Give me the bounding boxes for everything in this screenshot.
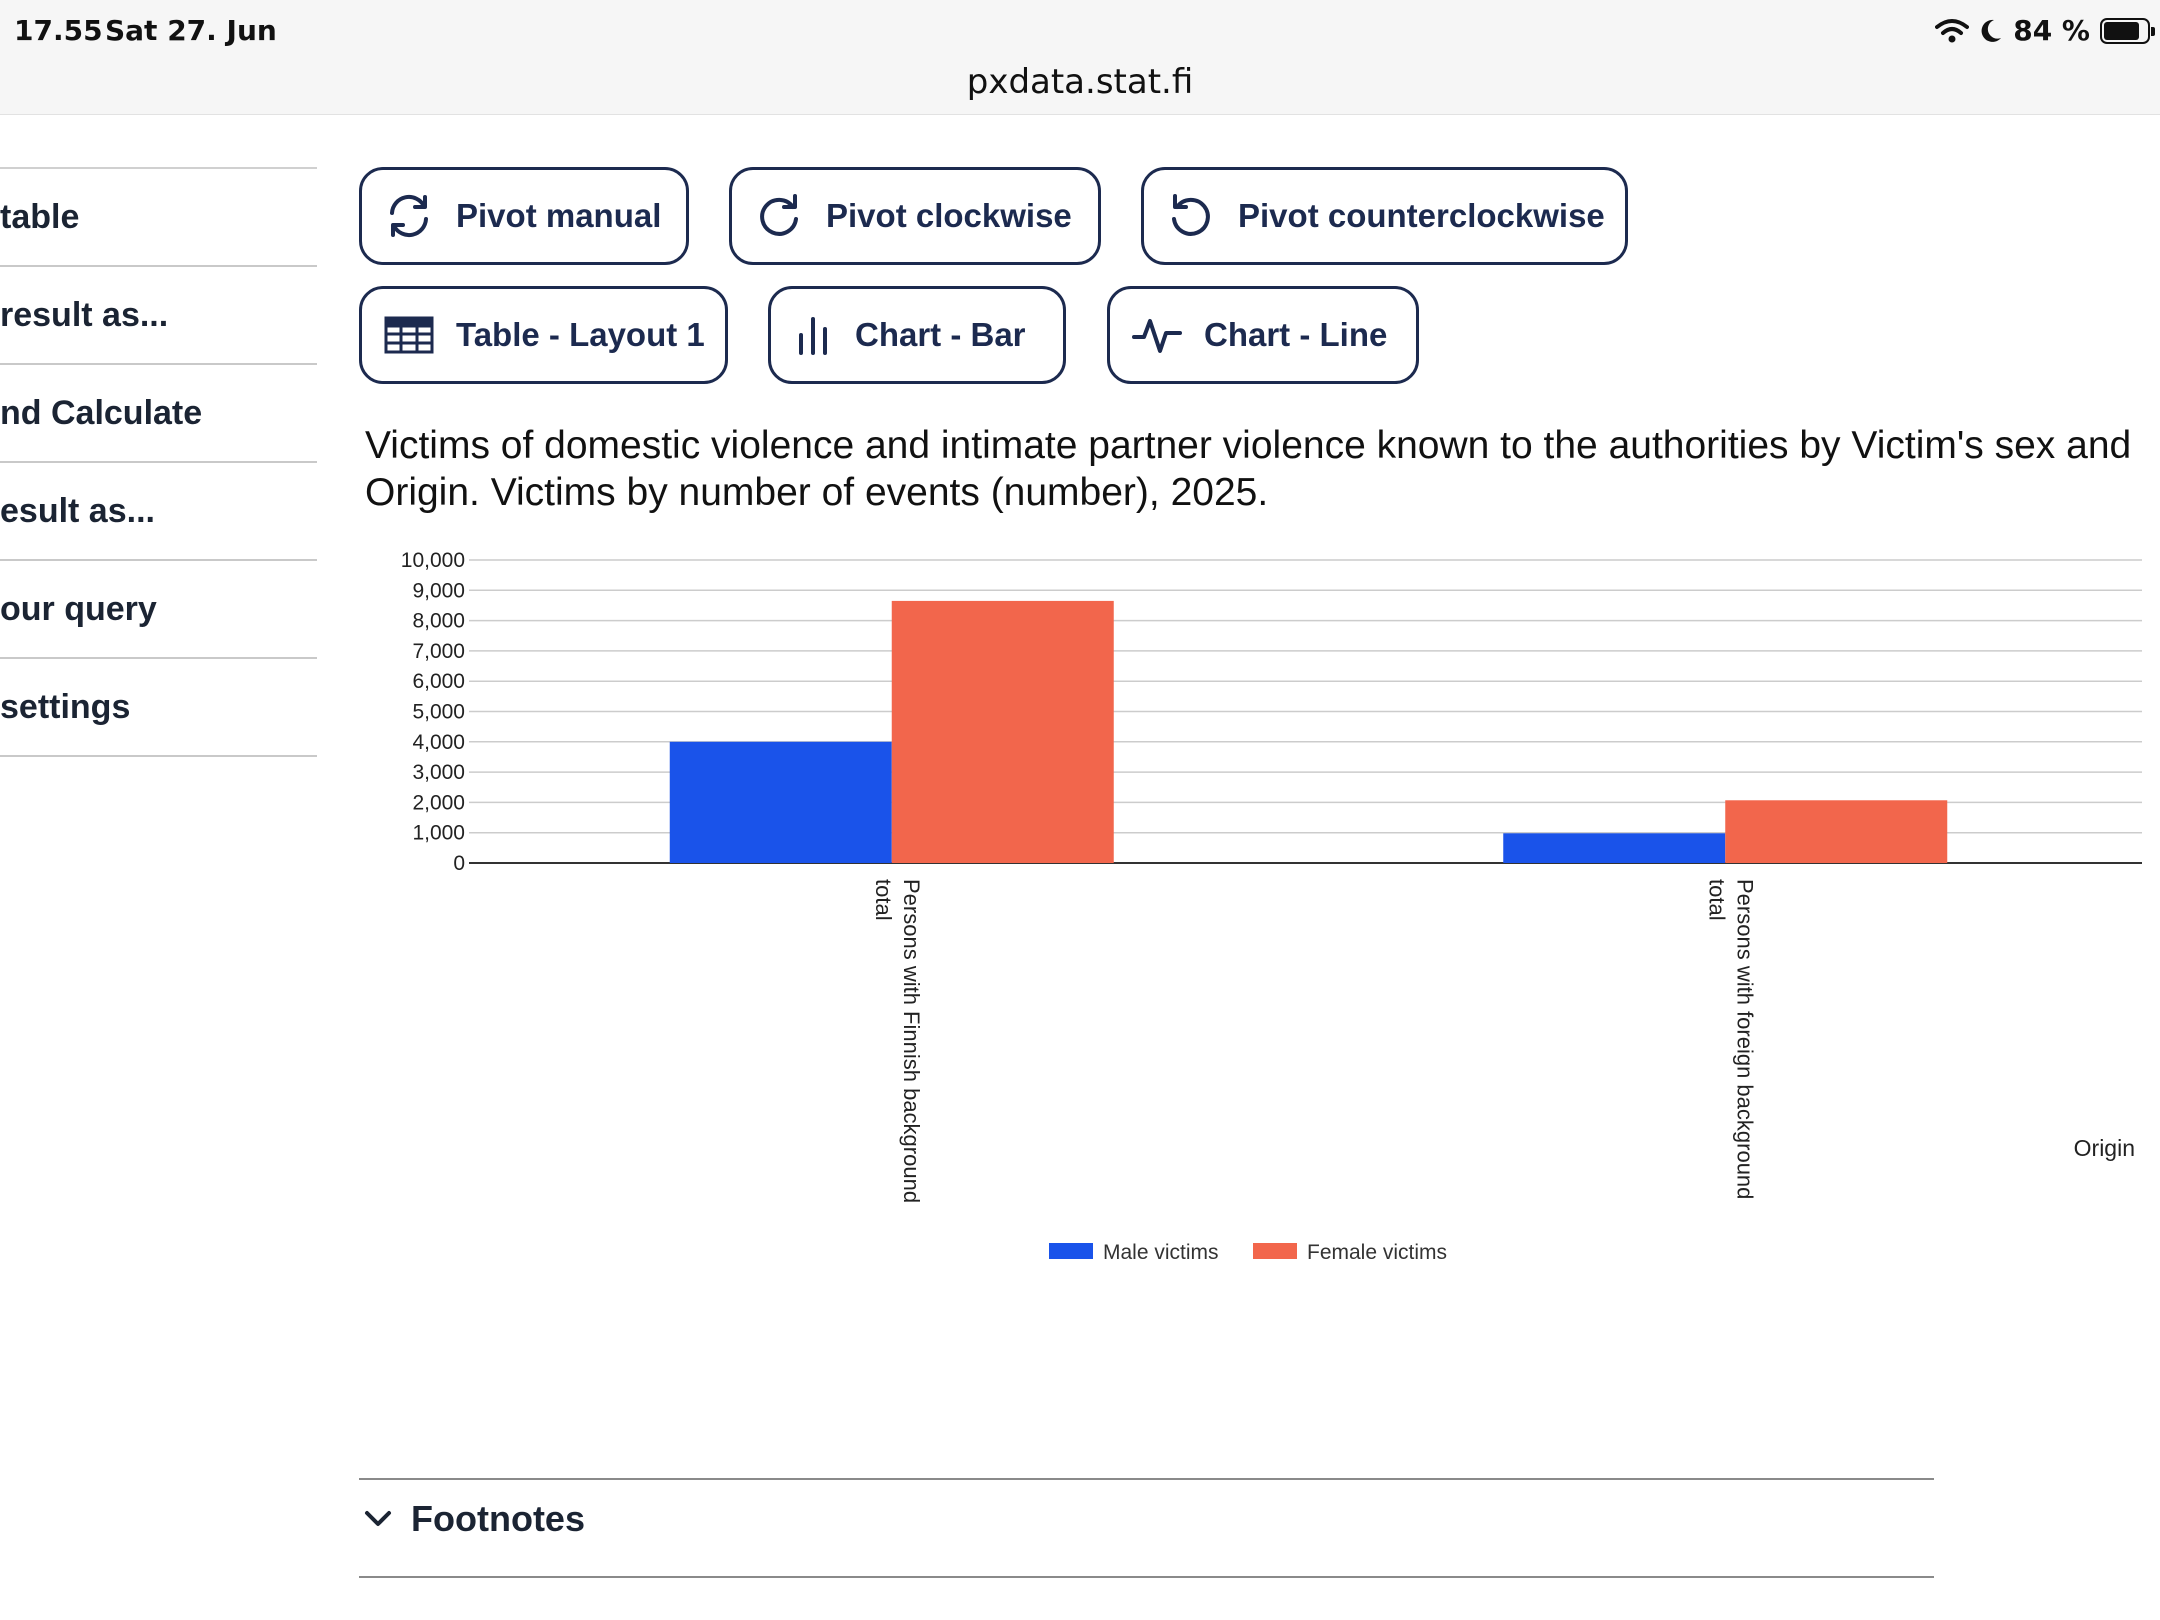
footnotes-label: Footnotes bbox=[411, 1498, 585, 1539]
battery-level bbox=[2104, 21, 2140, 40]
table-icon bbox=[384, 316, 434, 354]
rotate-counterclockwise-icon bbox=[1172, 194, 1210, 236]
y-tick-label: 5,000 bbox=[412, 701, 465, 724]
divider bbox=[359, 1478, 1934, 1480]
bar bbox=[1503, 833, 1726, 863]
refresh-icon bbox=[390, 195, 428, 237]
bar bbox=[1725, 800, 1948, 863]
table-layout-label: Table - Layout 1 bbox=[456, 316, 705, 353]
sidebar-item-calculate[interactable]: nd Calculate bbox=[0, 365, 317, 463]
pivot-clockwise-label: Pivot clockwise bbox=[826, 197, 1072, 234]
y-tick-label: 10,000 bbox=[401, 549, 465, 572]
divider bbox=[359, 1576, 1934, 1578]
bar bbox=[669, 741, 892, 863]
legend-label: Male victims bbox=[1103, 1241, 1219, 1264]
x-axis-label: Origin bbox=[2074, 1135, 2135, 1161]
sidebar-item-settings[interactable]: settings bbox=[0, 659, 317, 757]
x-tick-label: Persons with Finnish background bbox=[899, 879, 924, 1203]
y-tick-label: 4,000 bbox=[412, 731, 465, 754]
rotate-clockwise-icon bbox=[760, 194, 798, 236]
legend-label: Female victims bbox=[1307, 1241, 1447, 1264]
sidebar-item-label: settings bbox=[0, 687, 131, 726]
pivot-manual-button[interactable]: Pivot manual bbox=[359, 167, 689, 265]
footnotes-toggle[interactable]: Footnotes bbox=[363, 1498, 585, 1540]
status-date: Sat 27. Jun bbox=[105, 14, 277, 47]
sidebar-item-save-query[interactable]: our query bbox=[0, 561, 317, 659]
sidebar-item-save-result[interactable]: result as... bbox=[0, 267, 317, 365]
legend-swatch bbox=[1253, 1243, 1297, 1259]
chart-bar-label: Chart - Bar bbox=[855, 316, 1026, 353]
bar bbox=[891, 600, 1114, 863]
moon-icon bbox=[1981, 19, 2002, 42]
sidebar-item-label: table bbox=[0, 197, 80, 236]
battery-icon bbox=[2100, 17, 2155, 44]
sidebar-item-table[interactable]: table bbox=[0, 169, 317, 267]
battery-percent: 84 % bbox=[2013, 14, 2090, 47]
chevron-down-icon bbox=[365, 1511, 391, 1526]
chart-line-button[interactable]: Chart - Line bbox=[1107, 286, 1419, 384]
y-tick-label: 3,000 bbox=[412, 761, 465, 784]
chart-title: Victims of domestic violence and intimat… bbox=[365, 424, 2132, 514]
status-bar: 17.55 Sat 27. Jun 84 % pxdata.stat.fi bbox=[0, 0, 2160, 115]
address-bar-url[interactable]: pxdata.stat.fi bbox=[966, 62, 1194, 102]
chart-bar-button[interactable]: Chart - Bar bbox=[768, 286, 1066, 384]
sidebar-item-show-result[interactable]: esult as... bbox=[0, 463, 317, 561]
y-tick-label: 6,000 bbox=[412, 670, 465, 693]
legend-swatch bbox=[1049, 1243, 1093, 1259]
y-tick-label: 0 bbox=[453, 852, 465, 875]
pivot-counterclockwise-button[interactable]: Pivot counterclockwise bbox=[1141, 167, 1628, 265]
battery-tip bbox=[2151, 26, 2155, 36]
sidebar-item-label: our query bbox=[0, 589, 157, 628]
pivot-clockwise-button[interactable]: Pivot clockwise bbox=[729, 167, 1101, 265]
y-tick-label: 9,000 bbox=[412, 579, 465, 602]
sidebar-item-label: result as... bbox=[0, 295, 169, 334]
sidebar: table result as... nd Calculate esult as… bbox=[0, 167, 317, 757]
sidebar-item-label: esult as... bbox=[0, 491, 155, 530]
table-layout-button[interactable]: Table - Layout 1 bbox=[359, 286, 728, 384]
pivot-counterclockwise-label: Pivot counterclockwise bbox=[1238, 197, 1605, 234]
x-tick-label: Persons with foreign background bbox=[1732, 879, 1757, 1199]
bar-chart-icon bbox=[799, 317, 827, 355]
pivot-manual-label: Pivot manual bbox=[456, 197, 662, 234]
status-indicators: 84 % bbox=[1935, 14, 2155, 47]
y-tick-label: 8,000 bbox=[412, 610, 465, 633]
x-tick-label: total bbox=[1704, 879, 1729, 921]
y-tick-label: 1,000 bbox=[412, 822, 465, 845]
line-chart-icon bbox=[1132, 319, 1182, 353]
bar-chart: 0 1,000 2,000 3,000 4,000 5,000 6,000 7,000 8,00… bbox=[401, 549, 2142, 1264]
sidebar-item-label: nd Calculate bbox=[0, 393, 203, 432]
chart-line-label: Chart - Line bbox=[1204, 316, 1388, 353]
y-tick-label: 7,000 bbox=[412, 640, 465, 663]
status-time: 17.55 bbox=[14, 14, 103, 47]
wifi-icon bbox=[1935, 18, 1970, 42]
x-tick-label: total bbox=[871, 879, 896, 921]
y-tick-label: 2,000 bbox=[412, 791, 465, 814]
